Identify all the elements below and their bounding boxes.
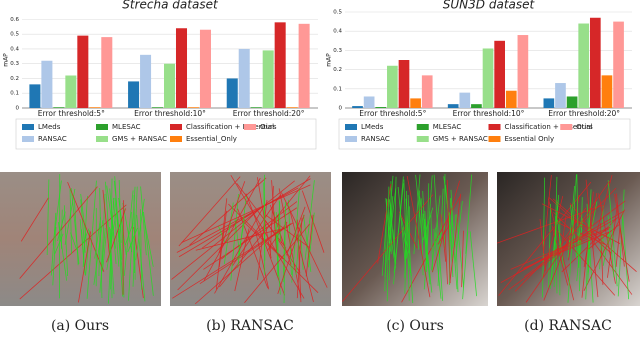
bar xyxy=(227,78,238,108)
caption: (a) Ours xyxy=(51,318,109,334)
bar xyxy=(287,107,298,108)
bar xyxy=(152,107,163,108)
legend-swatch xyxy=(244,124,256,130)
legend-swatch xyxy=(345,136,357,142)
x-tick-label: Error threshold:10° xyxy=(453,109,525,118)
bar xyxy=(544,98,555,108)
bar xyxy=(448,104,459,108)
y-tick-label: 0.1 xyxy=(10,91,19,97)
caption: (c) Ours xyxy=(386,318,444,334)
y-tick-label: 0.5 xyxy=(10,32,19,38)
legend-label: MLESAC xyxy=(433,123,462,131)
legend-swatch xyxy=(489,136,501,142)
legend-swatch xyxy=(96,124,108,130)
bar xyxy=(387,66,398,108)
y-tick-label: 0.3 xyxy=(10,61,19,67)
legend-swatch xyxy=(22,124,34,130)
bar xyxy=(53,107,64,108)
y-axis-label: mAP xyxy=(3,53,10,67)
y-tick-label: 0.4 xyxy=(333,29,342,35)
bar xyxy=(567,96,578,108)
legend-label: Ours xyxy=(260,123,277,131)
legend-label: Essential Only xyxy=(505,135,555,143)
bar xyxy=(89,107,100,108)
bar xyxy=(41,61,52,108)
bar xyxy=(352,106,363,108)
bar xyxy=(239,49,250,108)
x-tick-label: Error threshold:10° xyxy=(134,109,206,118)
bar xyxy=(275,22,286,108)
bar xyxy=(471,104,482,108)
bar xyxy=(200,30,211,108)
y-tick-label: 0.2 xyxy=(333,67,342,73)
legend-swatch xyxy=(489,124,501,130)
bar xyxy=(364,96,375,108)
legend-label: RANSAC xyxy=(38,135,67,143)
bar xyxy=(77,36,88,108)
bar xyxy=(188,107,199,108)
caption: (b) RANSAC xyxy=(206,318,294,334)
bar xyxy=(101,37,112,108)
legend-swatch xyxy=(345,124,357,130)
bar xyxy=(176,28,187,108)
bar xyxy=(140,55,151,108)
legend-label: Essential_Only xyxy=(186,135,237,143)
bar xyxy=(375,107,386,108)
legend-swatch xyxy=(417,124,429,130)
bar xyxy=(578,24,589,108)
legend-swatch xyxy=(417,136,429,142)
bar xyxy=(483,48,494,108)
bar xyxy=(590,18,601,108)
legend-label: GMS + RANSAC xyxy=(112,135,167,143)
y-tick-label: 0.5 xyxy=(333,10,342,16)
x-tick-label: Error threshold:20° xyxy=(233,109,305,118)
chart-title: SUN3D dataset xyxy=(443,0,536,12)
y-axis-label: mAP xyxy=(326,53,333,67)
bar xyxy=(494,41,505,108)
legend-label: RANSAC xyxy=(361,135,390,143)
y-tick-label: 0.4 xyxy=(10,46,19,52)
y-tick-label: 0 xyxy=(339,106,343,112)
bar xyxy=(555,83,566,108)
y-tick-label: 0.2 xyxy=(10,76,19,82)
bar xyxy=(263,50,274,108)
legend-label: GMS + RANSAC xyxy=(433,135,488,143)
x-tick-label: Error threshold:5° xyxy=(38,109,105,118)
bar xyxy=(164,64,175,108)
y-tick-label: 0.6 xyxy=(10,17,19,23)
legend-swatch xyxy=(22,136,34,142)
y-tick-label: 0 xyxy=(16,106,20,112)
legend-swatch xyxy=(170,124,182,130)
legend-swatch xyxy=(170,136,182,142)
legend-label: Ours xyxy=(576,123,593,131)
bar xyxy=(613,22,624,108)
bar xyxy=(29,84,40,108)
legend-swatch xyxy=(560,124,572,130)
y-tick-label: 0.1 xyxy=(333,86,342,92)
y-tick-label: 0.3 xyxy=(333,48,342,54)
bar xyxy=(299,24,310,108)
bar xyxy=(65,76,76,108)
photos xyxy=(0,172,640,306)
legend-label: MLESAC xyxy=(112,123,141,131)
bar xyxy=(602,75,613,108)
bar xyxy=(506,91,517,108)
chart-title: Strecha dataset xyxy=(122,0,219,12)
bar xyxy=(518,35,529,108)
legend-label: LMeds xyxy=(361,123,384,131)
bar xyxy=(459,93,470,108)
bar xyxy=(251,107,262,108)
x-tick-label: Error threshold:20° xyxy=(548,109,620,118)
x-tick-label: Error threshold:5° xyxy=(359,109,426,118)
legend-swatch xyxy=(96,136,108,142)
bar xyxy=(128,81,139,108)
bar xyxy=(399,60,410,108)
bar xyxy=(410,98,421,108)
caption: (d) RANSAC xyxy=(524,318,612,334)
bar xyxy=(422,75,433,108)
legend-label: LMeds xyxy=(38,123,61,131)
